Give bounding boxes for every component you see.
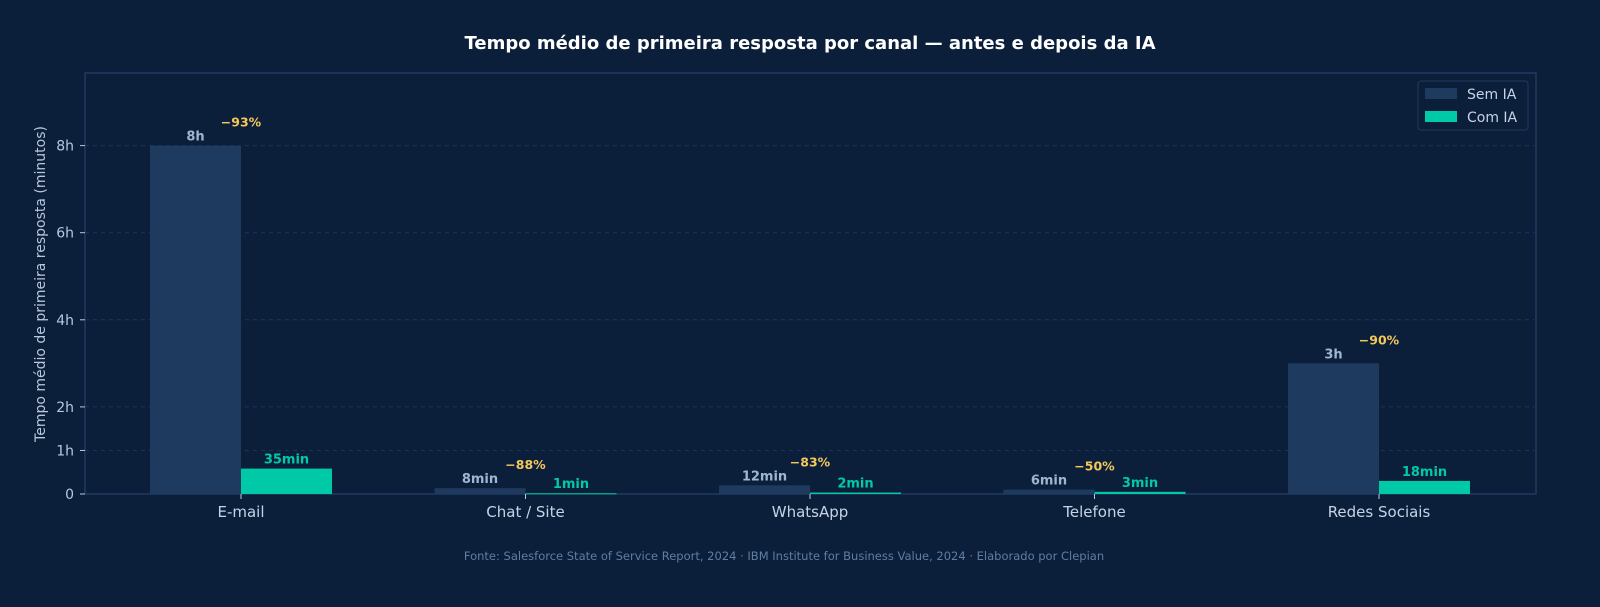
y-axis-label: Tempo médio de primeira resposta (minuto…	[33, 126, 49, 443]
x-tick-label: Chat / Site	[486, 503, 564, 521]
y-tick-label: 6h	[56, 226, 74, 242]
bar-com-ia	[1379, 480, 1470, 494]
bar-com-ia	[241, 468, 332, 494]
bar-value-label: 1min	[553, 477, 589, 492]
bar-value-label: 8min	[462, 472, 498, 487]
bar-value-label: 35min	[264, 453, 309, 468]
y-tick-label: 8h	[56, 139, 74, 155]
reduction-label: −50%	[1074, 459, 1115, 474]
bar-sem-ia	[719, 485, 810, 494]
bar-com-ia	[1094, 491, 1186, 494]
x-tick-label: Redes Sociais	[1328, 503, 1431, 521]
reduction-label: −88%	[505, 457, 546, 472]
bar-com-ia	[525, 493, 617, 495]
legend-label-sem-ia: Sem IA	[1467, 87, 1517, 103]
bar-sem-ia	[434, 488, 526, 494]
bar-value-label: 12min	[742, 469, 787, 484]
bar-sem-ia	[1288, 363, 1379, 494]
legend: Sem IA Com IA	[1417, 80, 1529, 131]
y-tick-label: 0	[65, 487, 74, 503]
y-tick-label: 4h	[56, 313, 74, 329]
x-tick-label: E-mail	[217, 503, 264, 521]
legend-label-com-ia: Com IA	[1467, 110, 1518, 126]
legend-swatch-sem-ia	[1425, 88, 1457, 99]
chart-title: Tempo médio de primeira resposta por can…	[464, 33, 1155, 54]
source-note: Fonte: Salesforce State of Service Repor…	[464, 549, 1104, 563]
bar-value-label: 2min	[837, 477, 873, 492]
bar-com-ia	[810, 492, 901, 494]
reduction-label: −90%	[1359, 332, 1400, 347]
x-tick-label: WhatsApp	[772, 503, 849, 521]
bar-sem-ia	[150, 145, 241, 494]
bar-value-label: 8h	[186, 130, 204, 145]
reduction-label: −83%	[790, 454, 831, 469]
bar-value-label: 6min	[1031, 474, 1067, 489]
bar-value-label: 3min	[1122, 476, 1158, 491]
x-tick-label: Telefone	[1062, 503, 1125, 521]
y-tick-label: 2h	[56, 400, 74, 416]
bar-value-label: 18min	[1402, 465, 1447, 480]
bar-sem-ia	[1003, 489, 1095, 494]
y-tick-label: 1h	[56, 443, 74, 459]
reduction-label: −93%	[221, 115, 262, 130]
bar-value-label: 3h	[1324, 347, 1342, 362]
legend-swatch-com-ia	[1425, 111, 1457, 122]
